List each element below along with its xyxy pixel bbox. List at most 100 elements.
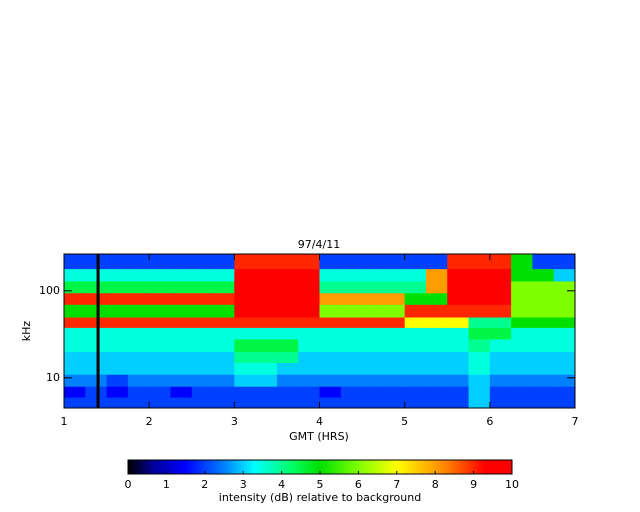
heatmap-cell: [468, 268, 491, 282]
heatmap-cell: [511, 362, 533, 375]
heatmap-cell: [362, 386, 384, 398]
heatmap-cell: [340, 338, 363, 353]
heatmap-cell: [64, 397, 86, 409]
heatmap-cell: [532, 386, 555, 398]
heatmap-cell: [404, 327, 427, 340]
heatmap-cell: [362, 351, 384, 364]
heatmap-cell: [489, 338, 512, 353]
colorbar-tick-label: 7: [393, 478, 400, 491]
y-axis-label: kHz: [20, 321, 33, 342]
heatmap-cell: [149, 362, 171, 375]
x-tick-label: 3: [231, 415, 238, 428]
heatmap-cell: [106, 304, 129, 318]
heatmap-cell: [489, 327, 512, 340]
heatmap-cell: [319, 338, 342, 353]
heatmap-cell: [383, 362, 406, 375]
heatmap-cell: [468, 327, 491, 340]
heatmap-cell: [468, 292, 491, 305]
heatmap-cell: [553, 351, 576, 364]
heatmap-cell: [340, 304, 363, 318]
heatmap-cell: [106, 338, 129, 353]
heatmap-cell: [468, 338, 491, 353]
heatmap-cell: [106, 351, 129, 364]
heatmap-cell: [234, 327, 257, 340]
heatmap-cell: [425, 362, 448, 375]
heatmap-cell: [298, 338, 320, 353]
heatmap-cell: [425, 268, 448, 282]
heatmap-cell: [149, 292, 171, 305]
heatmap-cell: [276, 280, 299, 294]
heatmap-cell: [383, 338, 406, 353]
heatmap-cell: [106, 362, 129, 375]
heatmap-cell: [425, 254, 448, 270]
heatmap-cell: [553, 268, 576, 282]
heatmap-cell: [511, 374, 533, 387]
x-tick-label: 5: [401, 415, 408, 428]
heatmap-cell: [64, 280, 86, 294]
heatmap-cell: [383, 292, 406, 305]
heatmap-cell: [255, 338, 278, 353]
heatmap-cell: [489, 351, 512, 364]
heatmap-cell: [404, 397, 427, 409]
heatmap-cell: [213, 304, 235, 318]
heatmap-cell: [340, 268, 363, 282]
heatmap-cell: [489, 292, 512, 305]
heatmap-cell: [85, 338, 108, 353]
heatmap-cell: [468, 351, 491, 364]
heatmap-cell: [127, 280, 150, 294]
heatmap-cell: [191, 362, 214, 375]
heatmap-cell: [489, 386, 512, 398]
heatmap-cell: [553, 374, 576, 387]
heatmap-cell: [255, 386, 278, 398]
heatmap-cell: [553, 397, 576, 409]
heatmap-cell: [85, 304, 108, 318]
heatmap-cell: [170, 351, 193, 364]
heatmap-cell: [213, 351, 235, 364]
heatmap-cell: [532, 362, 555, 375]
heatmap-cell: [170, 338, 193, 353]
heatmap-cell: [234, 362, 257, 375]
heatmap-cell: [276, 268, 299, 282]
heatmap-cell: [340, 292, 363, 305]
heatmap-cell: [191, 338, 214, 353]
heatmap-cell: [298, 254, 320, 270]
heatmap-cell: [276, 292, 299, 305]
heatmap-cell: [127, 351, 150, 364]
heatmap-cell: [170, 317, 193, 328]
heatmap-cell: [532, 351, 555, 364]
heatmap-cell: [276, 254, 299, 270]
heatmap-cell: [447, 254, 470, 270]
heatmap-cell: [340, 280, 363, 294]
heatmap-cell: [85, 317, 108, 328]
heatmap-cell: [276, 338, 299, 353]
heatmap-cell: [511, 317, 533, 328]
heatmap-cell: [362, 317, 384, 328]
heatmap-cell: [255, 397, 278, 409]
x-tick-label: 1: [61, 415, 68, 428]
heatmap-cell: [319, 374, 342, 387]
heatmap-cell: [362, 362, 384, 375]
heatmap-cell: [127, 317, 150, 328]
x-tick-label: 2: [146, 415, 153, 428]
heatmap-cell: [383, 374, 406, 387]
heatmap-cell: [447, 338, 470, 353]
heatmap-cell: [404, 362, 427, 375]
heatmap-cell: [447, 292, 470, 305]
heatmap-cell: [127, 386, 150, 398]
heatmap-cell: [319, 327, 342, 340]
heatmap-cell: [532, 304, 555, 318]
heatmap-cell: [425, 374, 448, 387]
heatmap-cell: [362, 254, 384, 270]
heatmap-cell: [447, 351, 470, 364]
heatmap-cell: [106, 386, 129, 398]
heatmap-cell: [468, 397, 491, 409]
heatmap-cell: [106, 374, 129, 387]
heatmap-cell: [319, 268, 342, 282]
heatmap-cell: [191, 386, 214, 398]
heatmap-cell: [404, 280, 427, 294]
heatmap-cell: [489, 397, 512, 409]
heatmap-cell: [340, 386, 363, 398]
heatmap-cell: [404, 254, 427, 270]
heatmap-cell: [127, 292, 150, 305]
heatmap-cell: [149, 386, 171, 398]
